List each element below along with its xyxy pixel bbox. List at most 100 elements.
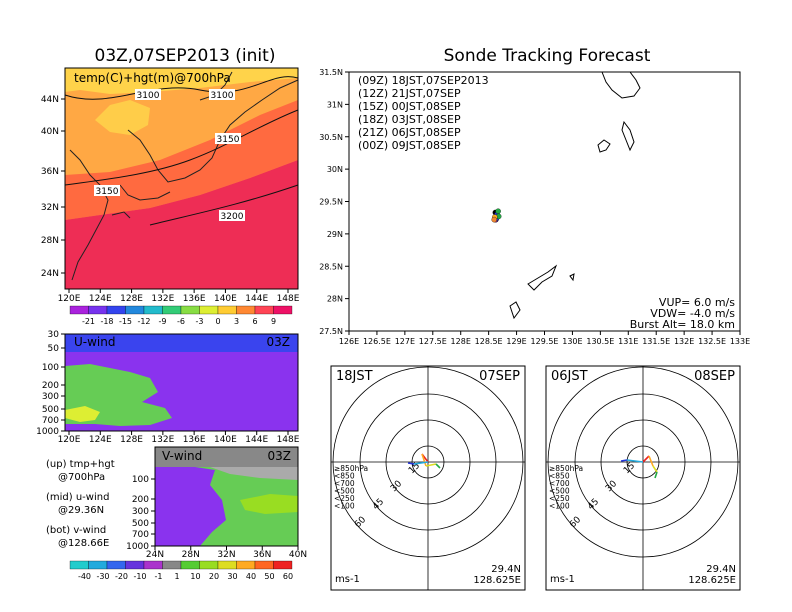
param-burst: Burst Alt= 18.0 km (630, 318, 735, 331)
colorbar-label: 50 (264, 572, 274, 581)
level-legend-entry: <700 (334, 479, 355, 488)
island-south-3 (569, 273, 575, 282)
polar-time-label: 18JST (336, 369, 373, 384)
level-legend-entry: <100 (549, 502, 570, 511)
track-points (491, 208, 502, 223)
level-legend-entry: <250 (549, 494, 570, 503)
polar-plot-1: 18JST 07SEP15304560≥850hPa<850<700<500<25… (330, 365, 526, 591)
colorbar-label: 30 (227, 572, 237, 581)
tick-label: 700 (42, 416, 59, 426)
colorbar-label: 40 (246, 572, 256, 581)
tick-label: 130E (562, 337, 582, 346)
level-legend-entry: <250 (334, 494, 355, 503)
vwind-purple-region (155, 467, 226, 546)
tick-label: 100 (132, 475, 149, 485)
polar-unit-label: ms-1 (335, 574, 360, 585)
uwind-top-band (65, 334, 298, 352)
tick-label: 40N (41, 127, 59, 137)
tick-label: 500 (42, 405, 59, 415)
hodograph-segment (425, 463, 437, 467)
legend-entry: (00Z) 09JST,08SEP (358, 139, 461, 152)
contour-label: 3100 (211, 91, 234, 101)
colorbar-label: -15 (119, 317, 132, 326)
tick-label: 31N (327, 100, 343, 109)
vwind-gray-patch (210, 467, 298, 480)
colorbar-swatch (162, 560, 182, 570)
param-vdw: VDW= -4.0 m/s (650, 307, 735, 320)
legend-entry: (21Z) 06JST,08SEP (358, 126, 461, 139)
tick-label: 28N (182, 550, 200, 560)
tick-label: 129.5E (531, 337, 559, 346)
tick-label: 50 (48, 344, 60, 354)
temp-x-axis: 120E 124E 128E 132E 136E 140E 144E 148E (58, 289, 300, 304)
colorbar-label: -6 (177, 317, 185, 326)
right-title: Sonde Tracking Forecast (444, 46, 651, 66)
temp-frame (64, 67, 299, 290)
tick-label: 200 (42, 381, 59, 391)
colorbar-swatch (69, 305, 89, 315)
colorbar-label: -18 (100, 317, 113, 326)
hodograph-segment (413, 461, 429, 465)
level-legend-entry: ≥850hPa (549, 464, 583, 473)
uwind-label: U-wind (74, 335, 115, 349)
tick-label: 29.5N (319, 198, 343, 207)
colorbar-swatch (125, 305, 145, 315)
colorbar-swatch (162, 305, 182, 315)
note-line: (up) tmp+hgt (46, 459, 115, 470)
tick-label: 30.5N (319, 133, 343, 142)
contour-label: 3100 (137, 91, 160, 101)
param-vup: VUP= 6.0 m/s (659, 296, 735, 309)
colorbar-swatch (180, 560, 200, 570)
polar-lat-label: 29.4N (706, 564, 736, 575)
track-point (495, 208, 501, 214)
island-north (601, 71, 641, 99)
polar-plot-2: 06JST 08SEP15304560≥850hPa<850<700<500<25… (545, 365, 741, 591)
vwind-lime-region (240, 494, 298, 514)
uwind-x-axis: 120E 124E 128E 132E 136E 140E 144E 148E (58, 431, 300, 445)
tick-label: 132E (674, 337, 694, 346)
polar-date-label: 08SEP (694, 369, 735, 384)
tick-label: 127.5E (419, 337, 447, 346)
left-title: 03Z,07SEP2013 (init) (95, 46, 276, 66)
colorbar-swatch (180, 305, 200, 315)
hodograph-segment (626, 459, 644, 463)
colorbar-label: 6 (252, 317, 257, 326)
colorbar-label: -12 (137, 317, 150, 326)
tick-label: 132E (151, 294, 174, 304)
tick-label: 148E (277, 435, 300, 445)
island-south-2 (509, 301, 521, 320)
tick-label: 24N (41, 269, 59, 279)
hodograph-segment (652, 465, 658, 473)
polar-date-label: 07SEP (479, 369, 520, 384)
tick-label: 124E (89, 294, 112, 304)
temp-contour-3100 (64, 76, 299, 100)
tick-label: 140E (214, 435, 237, 445)
tick-label: 148E (277, 294, 300, 304)
temp-contour-3150 (64, 109, 299, 186)
tick-label: 128E (451, 337, 471, 346)
tick-label: 140E (214, 294, 237, 304)
level-legend-entry: <100 (334, 502, 355, 511)
legend-entry: (09Z) 18JST,07SEP2013 (358, 74, 489, 87)
colorbar-swatch (88, 305, 108, 315)
temp-y-axis: 44N 40N 36N 32N 28N 24N (41, 95, 65, 279)
track-point (491, 216, 497, 223)
tick-label: 32N (41, 203, 59, 213)
hodograph-segment (435, 463, 441, 469)
tick-label: 120E (58, 294, 81, 304)
colorbar-swatch (199, 305, 219, 315)
polar-unit-label: ms-1 (550, 574, 575, 585)
tick-label: 31.5N (319, 68, 343, 77)
colorbar-swatch (217, 560, 237, 570)
tick-label: 132E (151, 435, 174, 445)
hodograph-segment (620, 459, 628, 462)
launch-parameters: VUP= 6.0 m/s VDW= -4.0 m/s Burst Alt= 18… (630, 296, 736, 331)
tick-label: 29N (327, 230, 343, 239)
tick-label: 136E (183, 435, 206, 445)
temp-hot-band (65, 160, 298, 289)
colorbar-swatch (88, 560, 108, 570)
colorbar-swatch (69, 560, 89, 570)
colorbar-label: -3 (196, 317, 204, 326)
